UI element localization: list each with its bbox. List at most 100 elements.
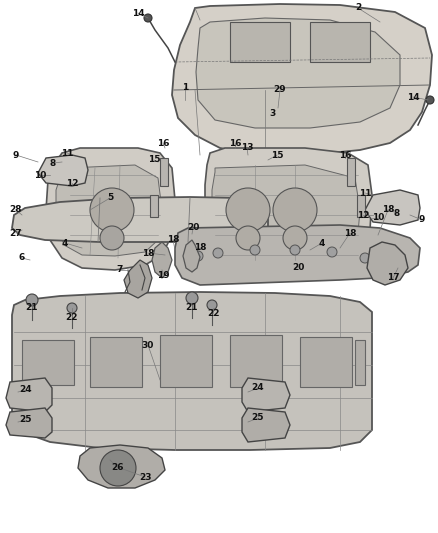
Text: 4: 4 [62, 238, 68, 247]
Text: 8: 8 [50, 158, 56, 167]
Bar [310, 22, 370, 62]
Polygon shape [152, 242, 172, 278]
Circle shape [144, 14, 152, 22]
Polygon shape [46, 148, 175, 270]
Circle shape [426, 96, 434, 104]
Text: 1: 1 [182, 83, 188, 92]
Text: 23: 23 [139, 472, 151, 481]
Bar [230, 335, 282, 387]
Text: 8: 8 [394, 208, 400, 217]
Text: 11: 11 [61, 149, 73, 157]
Text: 9: 9 [13, 150, 19, 159]
Text: 14: 14 [132, 9, 144, 18]
Polygon shape [12, 197, 268, 242]
Circle shape [100, 226, 124, 250]
Text: 5: 5 [107, 193, 113, 203]
Circle shape [283, 226, 307, 250]
Polygon shape [12, 292, 372, 450]
Polygon shape [365, 190, 420, 225]
Circle shape [213, 248, 223, 258]
Circle shape [393, 260, 403, 270]
Circle shape [67, 303, 77, 313]
Circle shape [226, 188, 270, 232]
Text: 18: 18 [142, 248, 154, 257]
Circle shape [90, 188, 134, 232]
Bar [160, 158, 168, 186]
Circle shape [290, 245, 300, 255]
Polygon shape [78, 445, 165, 488]
Text: 25: 25 [20, 416, 32, 424]
Polygon shape [56, 165, 162, 256]
Text: 22: 22 [207, 309, 219, 318]
Text: 25: 25 [252, 414, 264, 423]
Bar [300, 337, 352, 387]
Circle shape [273, 188, 317, 232]
Text: 18: 18 [167, 236, 179, 245]
Bar [22, 340, 74, 385]
Circle shape [250, 245, 260, 255]
Circle shape [100, 450, 136, 486]
Text: 30: 30 [142, 341, 154, 350]
Text: 10: 10 [372, 214, 384, 222]
Text: 3: 3 [269, 109, 275, 117]
Polygon shape [172, 4, 432, 155]
Text: 16: 16 [339, 150, 351, 159]
Text: 21: 21 [186, 303, 198, 312]
Text: 24: 24 [20, 385, 32, 394]
Circle shape [360, 253, 370, 263]
Text: 7: 7 [117, 265, 123, 274]
Text: 15: 15 [148, 156, 160, 165]
Circle shape [26, 294, 38, 306]
Polygon shape [242, 378, 290, 412]
Polygon shape [124, 260, 152, 298]
Circle shape [236, 226, 260, 250]
Text: 29: 29 [274, 85, 286, 94]
Polygon shape [183, 240, 200, 272]
Bar [90, 337, 142, 387]
Text: 22: 22 [66, 313, 78, 322]
Text: 18: 18 [344, 229, 356, 238]
Polygon shape [205, 148, 372, 270]
Polygon shape [175, 225, 420, 285]
Bar [150, 195, 158, 217]
Text: 24: 24 [252, 384, 264, 392]
Text: 16: 16 [157, 139, 169, 148]
Circle shape [193, 251, 203, 261]
Text: 9: 9 [419, 215, 425, 224]
Text: 11: 11 [359, 189, 371, 198]
Bar [160, 335, 212, 387]
Polygon shape [38, 155, 88, 186]
Text: 20: 20 [292, 262, 304, 271]
Polygon shape [367, 242, 408, 285]
Text: 16: 16 [229, 139, 241, 148]
Bar [355, 340, 365, 385]
Text: 28: 28 [10, 206, 22, 214]
Polygon shape [6, 408, 52, 438]
Polygon shape [6, 378, 52, 412]
Polygon shape [242, 408, 290, 442]
Circle shape [207, 300, 217, 310]
Text: 6: 6 [19, 254, 25, 262]
Text: 12: 12 [66, 179, 78, 188]
Text: 14: 14 [407, 93, 419, 101]
Text: 21: 21 [26, 303, 38, 312]
Text: 19: 19 [157, 271, 170, 279]
Text: 2: 2 [355, 4, 361, 12]
Text: 27: 27 [10, 229, 22, 238]
Polygon shape [212, 165, 360, 260]
Text: 12: 12 [357, 211, 369, 220]
Text: 18: 18 [194, 244, 206, 253]
Circle shape [327, 247, 337, 257]
Text: 13: 13 [241, 143, 253, 152]
Text: 4: 4 [319, 238, 325, 247]
Bar [230, 22, 290, 62]
Circle shape [186, 292, 198, 304]
Text: 18: 18 [382, 206, 394, 214]
Bar [347, 158, 355, 186]
Bar [357, 195, 365, 217]
Text: 15: 15 [271, 150, 283, 159]
Text: 17: 17 [387, 273, 399, 282]
Polygon shape [196, 18, 400, 128]
Text: 26: 26 [112, 464, 124, 472]
Text: 10: 10 [34, 171, 46, 180]
